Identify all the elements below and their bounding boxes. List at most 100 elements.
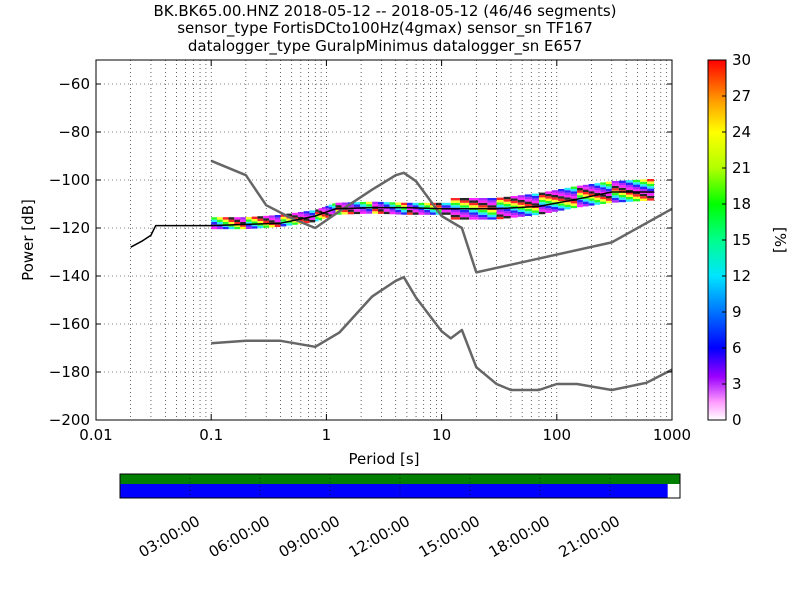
ppsd-histogram-cell — [600, 184, 606, 188]
ppsd-histogram-cell — [558, 208, 565, 211]
ppsd-histogram-cell — [257, 221, 264, 224]
ppsd-histogram-cell — [450, 198, 460, 201]
ppsd-histogram-cell — [424, 210, 431, 213]
ppsd-histogram-cell — [321, 209, 326, 212]
ppsd-histogram-cell — [401, 212, 407, 215]
colorbar-tick-label: 21 — [732, 159, 751, 177]
chart-title-line3: datalogger_type GuralpMinimus datalogger… — [187, 37, 583, 55]
ppsd-histogram-cell — [551, 195, 559, 198]
ppsd-histogram-cell — [292, 222, 298, 225]
ppsd-histogram-cell — [524, 196, 532, 200]
ppsd-histogram-cell — [389, 202, 396, 205]
ppsd-histogram-cell — [286, 223, 293, 226]
ppsd-histogram-cell — [228, 219, 235, 222]
ppsd-histogram-cell — [524, 194, 532, 197]
ppsd-histogram-cell — [274, 215, 281, 218]
ppsd-histogram-cell — [441, 202, 451, 206]
ppsd-histogram-cell — [611, 195, 619, 198]
ppsd-histogram-cell — [353, 211, 361, 215]
ppsd-histogram-cell — [353, 209, 361, 212]
ppsd-histogram-cell — [510, 212, 518, 216]
colorbar-tick-label: 6 — [732, 339, 742, 357]
ppsd-histogram-cell — [366, 208, 373, 212]
colorbar-tick-label: 0 — [732, 411, 742, 429]
ppsd-histogram-cell — [487, 205, 497, 208]
colorbar-label: [%] — [771, 227, 789, 253]
ppsd-histogram-cell — [318, 215, 322, 218]
ppsd-histogram-cell — [240, 224, 246, 227]
ppsd-histogram-cell — [611, 193, 619, 196]
ppsd-histogram-cell — [517, 204, 525, 208]
chart-title-line2: sensor_type FortisDCto100Hz(4gmax) senso… — [177, 19, 593, 37]
ppsd-histogram-cell — [545, 196, 552, 199]
ppsd-histogram-cell — [450, 210, 460, 213]
ppsd-histogram-cell — [240, 226, 246, 230]
ppsd-histogram-cell — [531, 208, 539, 211]
ppsd-histogram-cell — [280, 224, 287, 227]
ppsd-histogram-cell — [632, 182, 641, 185]
ppsd-histogram-cell — [366, 211, 373, 214]
colorbar-tick-label: 27 — [732, 87, 751, 105]
ppsd-histogram-cell — [510, 210, 518, 213]
ppsd-histogram-cell — [496, 209, 504, 212]
ppsd-histogram-cell — [395, 209, 402, 213]
ppsd-histogram-cell — [524, 199, 532, 202]
ppsd-histogram-cell — [286, 218, 293, 221]
ppsd-histogram-cell — [478, 200, 488, 203]
ppsd-histogram-cell — [564, 204, 571, 207]
ppsd-histogram-cell — [517, 200, 525, 203]
ppsd-histogram-cell — [538, 197, 546, 200]
ppsd-histogram-cell — [531, 200, 539, 204]
ppsd-histogram-cell — [632, 194, 641, 197]
ppsd-histogram-cell — [594, 200, 601, 203]
ppsd-histogram-cell — [582, 204, 589, 207]
ppsd-histogram-cell — [222, 219, 229, 222]
ppsd-histogram-cell — [335, 202, 342, 206]
ppsd-histogram-cell — [328, 204, 333, 207]
ppsd-histogram-cell — [551, 207, 559, 210]
ppsd-histogram-cell — [424, 202, 431, 206]
x-axis-label: Period [s] — [348, 450, 419, 468]
ppsd-histogram-cell — [395, 202, 402, 205]
ppsd-histogram-cell — [600, 189, 606, 192]
ppsd-histogram-cell — [605, 200, 612, 204]
ppsd-histogram-cell — [588, 200, 595, 204]
ppsd-histogram-cell — [594, 188, 601, 191]
ppsd-histogram-cell — [412, 202, 419, 206]
ppsd-histogram-cell — [412, 205, 419, 208]
ppsd-histogram-cell — [582, 199, 589, 202]
ppsd-histogram-cell — [517, 197, 525, 200]
ppsd-histogram-cell — [459, 202, 470, 206]
ppsd-histogram-cell — [280, 216, 287, 220]
ppsd-histogram-cell — [257, 218, 264, 221]
ppsd-histogram-cell — [618, 192, 626, 195]
ppsd-histogram-cell — [545, 193, 552, 197]
ppsd-histogram-cell — [632, 187, 641, 190]
ppsd-histogram-cell — [517, 209, 525, 212]
ppsd-histogram-cell — [618, 185, 626, 188]
ppsd-histogram-cell — [524, 208, 532, 212]
ppsd-histogram-cell — [545, 198, 552, 201]
ppsd-histogram-cell — [588, 188, 595, 192]
ppsd-histogram-cell — [588, 186, 595, 189]
ppsd-histogram-cell — [577, 185, 583, 188]
ppsd-histogram-cell — [582, 184, 589, 188]
ppsd-histogram-cell — [459, 205, 470, 208]
ppsd-histogram-cell — [459, 217, 470, 220]
ppsd-histogram-cell — [487, 217, 497, 220]
ppsd-histogram-cell — [618, 199, 626, 203]
ppsd-histogram-cell — [564, 207, 571, 210]
ppsd-histogram-cell — [582, 187, 589, 190]
ppsd-histogram-cell — [325, 213, 329, 216]
ppsd-histogram-cell — [234, 222, 241, 225]
ppsd-histogram-cell — [564, 195, 571, 198]
ppsd-histogram-cell — [538, 202, 546, 205]
ppsd-histogram-cell — [577, 188, 583, 191]
ppsd-histogram-cell — [577, 204, 583, 208]
ppsd-histogram-cell — [211, 217, 217, 220]
ppsd-histogram-cell — [594, 192, 601, 196]
ppsd-histogram-cell — [478, 198, 488, 201]
ppsd-histogram-cell — [588, 203, 595, 206]
ppsd-histogram-cell — [611, 188, 619, 191]
ppsd-histogram-cell — [228, 226, 235, 230]
